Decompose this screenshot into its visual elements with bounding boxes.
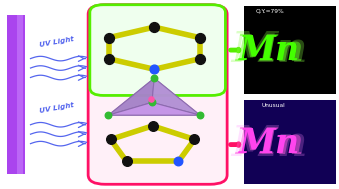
Text: Mn: Mn <box>231 29 308 71</box>
Point <box>152 77 157 80</box>
Text: Q.Y.=79%: Q.Y.=79% <box>256 9 285 13</box>
Point <box>197 114 203 117</box>
FancyBboxPatch shape <box>88 5 227 184</box>
Text: Mn: Mn <box>231 123 308 165</box>
Text: Mn: Mn <box>235 32 304 69</box>
Point <box>152 68 157 71</box>
Point <box>148 98 154 101</box>
Bar <box>7 15 25 174</box>
Polygon shape <box>152 78 200 115</box>
Point <box>108 138 113 141</box>
Text: Mn: Mn <box>239 127 300 160</box>
Text: Mn: Mn <box>239 34 300 67</box>
Polygon shape <box>108 78 154 115</box>
Polygon shape <box>108 102 200 115</box>
Point <box>150 124 155 127</box>
Text: UV Light: UV Light <box>39 36 75 48</box>
Point <box>106 36 112 39</box>
FancyBboxPatch shape <box>90 5 225 95</box>
Text: Unusual: Unusual <box>261 103 285 108</box>
Point <box>106 57 112 60</box>
Point <box>197 36 202 39</box>
Bar <box>17 15 23 174</box>
Point <box>192 138 197 141</box>
Point <box>197 57 202 60</box>
Point <box>152 26 157 29</box>
Point <box>176 160 181 163</box>
Polygon shape <box>108 78 200 115</box>
Point <box>106 114 111 117</box>
Bar <box>244 100 336 184</box>
Bar <box>244 6 336 94</box>
Point <box>124 160 129 163</box>
Text: Mn: Mn <box>235 125 304 162</box>
Point <box>149 101 155 104</box>
Text: UV Light: UV Light <box>39 102 75 114</box>
